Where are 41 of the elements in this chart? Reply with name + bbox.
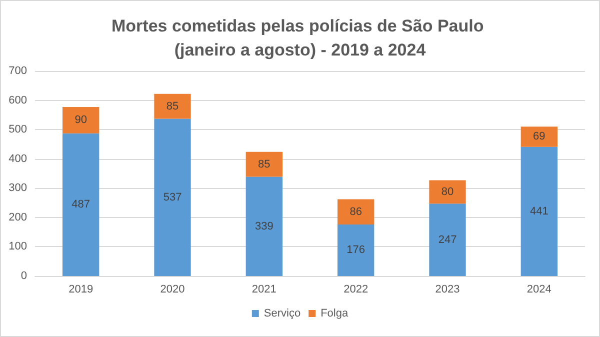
bar — [246, 176, 282, 276]
data-label: 487 — [72, 198, 90, 211]
x-tick-label: 2020 — [160, 284, 185, 296]
bar — [429, 204, 466, 276]
data-label: 90 — [74, 114, 87, 126]
y-tick-label: 100 — [8, 240, 27, 253]
data-label: 441 — [530, 205, 548, 218]
y-tick-label: 500 — [8, 124, 27, 136]
bar — [246, 152, 282, 177]
data-label: 85 — [166, 100, 179, 112]
bar — [62, 107, 100, 134]
data-label: 85 — [258, 158, 270, 170]
bar — [429, 180, 466, 204]
x-tick-label: 2023 — [435, 284, 460, 296]
bar — [338, 199, 374, 224]
legend-label: Folga — [320, 308, 349, 320]
data-label: 80 — [441, 186, 454, 198]
x-tick-label: 2022 — [344, 284, 368, 296]
data-label: 537 — [163, 191, 182, 204]
bar — [154, 118, 191, 276]
x-tick-label: 2021 — [252, 284, 276, 296]
y-tick-label: 700 — [8, 65, 27, 77]
y-tick-label: 400 — [8, 152, 27, 165]
bar — [154, 94, 191, 119]
y-tick-label: 0 — [20, 270, 27, 282]
bar — [62, 133, 100, 276]
bar — [520, 126, 558, 147]
data-label: 69 — [533, 130, 546, 143]
data-label: 247 — [438, 234, 457, 246]
y-tick-label: 200 — [8, 211, 27, 224]
y-tick-label: 600 — [8, 94, 27, 106]
x-tick-label: 2024 — [526, 284, 552, 296]
data-label: 339 — [254, 220, 274, 232]
legend-label: Serviço — [264, 308, 301, 320]
data-label: 176 — [346, 244, 366, 256]
bar — [338, 224, 374, 276]
bar — [520, 146, 558, 276]
data-label: 86 — [350, 206, 362, 218]
y-tick-label: 300 — [8, 182, 27, 194]
chart-title: Mortes cometidas pelas polícias de São Paulo (janeiro a agosto) - 2019 a 2024 — [112, 16, 488, 60]
x-tick-label: 2019 — [68, 284, 94, 296]
